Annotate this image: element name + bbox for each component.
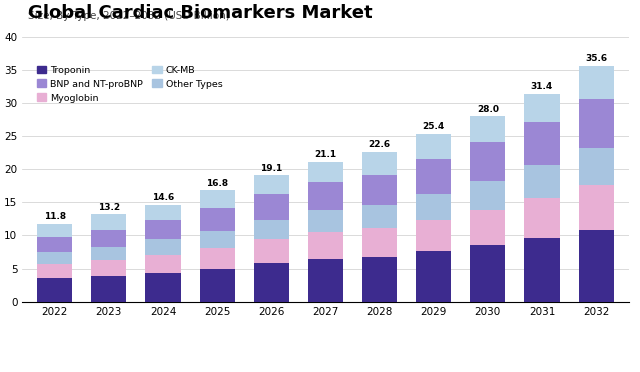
Bar <box>308 210 343 232</box>
Bar <box>37 224 72 237</box>
Bar <box>37 237 72 252</box>
Bar <box>524 94 559 122</box>
Bar <box>200 231 235 248</box>
Bar <box>92 247 127 260</box>
Text: Size, By Type, 2022–2032 (USD Billion): Size, By Type, 2022–2032 (USD Billion) <box>28 11 230 21</box>
Bar <box>145 220 180 240</box>
Bar <box>253 175 289 194</box>
Bar <box>362 174 397 205</box>
Bar <box>470 116 506 142</box>
Text: 21.1: 21.1 <box>314 150 337 159</box>
Bar <box>579 230 614 302</box>
Bar <box>145 255 180 273</box>
Bar <box>416 134 451 159</box>
Bar <box>92 276 127 302</box>
Text: market.us: market.us <box>520 318 590 331</box>
Bar <box>92 214 127 230</box>
Text: 12.0%: 12.0% <box>138 322 205 341</box>
Bar <box>200 190 235 208</box>
Bar <box>37 264 72 279</box>
Text: Global Cardiac Biomarkers Market: Global Cardiac Biomarkers Market <box>28 4 373 22</box>
Bar <box>145 273 180 302</box>
Bar <box>470 180 506 210</box>
Bar <box>253 263 289 302</box>
Bar <box>416 251 451 302</box>
Bar <box>145 205 180 220</box>
Bar <box>579 148 614 185</box>
Bar <box>37 279 72 302</box>
Bar <box>524 238 559 302</box>
Bar <box>362 152 397 174</box>
Bar <box>470 210 506 246</box>
Bar <box>200 248 235 269</box>
Text: $35.6B: $35.6B <box>362 322 438 341</box>
Bar <box>92 230 127 247</box>
Text: 22.6: 22.6 <box>369 141 390 150</box>
Text: 13.2: 13.2 <box>98 203 120 212</box>
Bar <box>416 219 451 251</box>
Text: 35.6: 35.6 <box>585 54 607 64</box>
Bar <box>308 162 343 182</box>
Text: The forecasted market
size for 2032 in USD:: The forecasted market size for 2032 in U… <box>216 322 332 341</box>
Bar <box>579 99 614 148</box>
Bar <box>200 208 235 231</box>
Bar <box>92 260 127 276</box>
Bar <box>470 142 506 180</box>
Text: 11.8: 11.8 <box>44 212 66 221</box>
Bar <box>308 182 343 210</box>
Bar <box>362 257 397 302</box>
Text: ONE STOP SHOP FOR THE REPORTS: ONE STOP SHOP FOR THE REPORTS <box>520 346 616 350</box>
Legend: Troponin, BNP and NT-proBNP, Myoglobin, CK-MB, Other Types: Troponin, BNP and NT-proBNP, Myoglobin, … <box>33 62 226 106</box>
Text: 25.4: 25.4 <box>422 122 445 131</box>
Text: 28.0: 28.0 <box>477 105 499 114</box>
Bar <box>308 259 343 302</box>
Bar <box>470 246 506 302</box>
Text: 14.6: 14.6 <box>152 193 174 202</box>
Bar <box>253 219 289 240</box>
Text: 19.1: 19.1 <box>260 164 282 173</box>
Text: The Market will Grow
At the CAGR of:: The Market will Grow At the CAGR of: <box>35 322 143 341</box>
Bar <box>362 205 397 228</box>
Bar <box>416 194 451 219</box>
Bar <box>253 194 289 219</box>
Bar <box>579 185 614 230</box>
Bar <box>524 198 559 238</box>
Bar <box>145 240 180 255</box>
Bar <box>253 240 289 263</box>
Bar <box>416 159 451 194</box>
Bar <box>524 122 559 165</box>
Text: 16.8: 16.8 <box>206 179 228 188</box>
Bar <box>524 165 559 198</box>
Bar <box>308 232 343 259</box>
Bar <box>362 228 397 257</box>
Bar <box>37 252 72 264</box>
Text: 31.4: 31.4 <box>531 82 553 91</box>
Bar <box>579 66 614 99</box>
Bar <box>200 269 235 302</box>
